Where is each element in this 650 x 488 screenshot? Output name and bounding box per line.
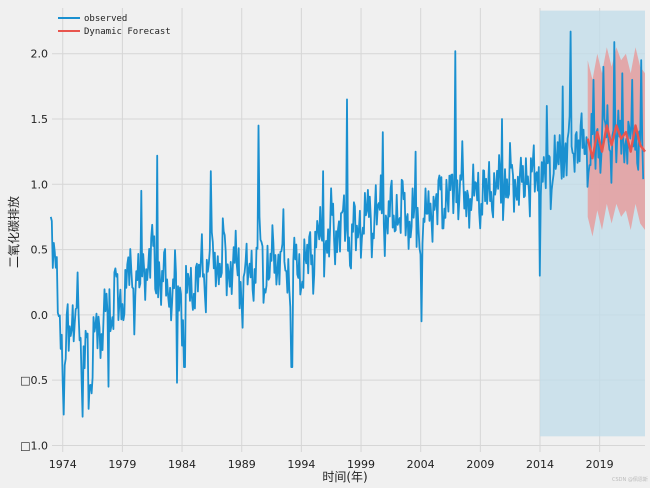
x-tick-label: 2009	[466, 458, 494, 471]
x-tick-label: 1979	[108, 458, 136, 471]
x-axis-ticks: 1974 1979 1984 1989 1994 1999 2004 2009 2014 2019	[49, 458, 614, 471]
x-tick-label: 1999	[347, 458, 375, 471]
x-tick-label: 1974	[49, 458, 77, 471]
y-axis-label: 二氧化碳排放	[6, 196, 21, 268]
y-axis-ticks: 2.0 1.5 1.0 0.5 0.0 □0.5 □1.0	[20, 48, 48, 453]
x-tick-label: 1984	[168, 458, 196, 471]
y-tick-label: 1.5	[31, 113, 49, 126]
y-tick-label: □0.5	[20, 374, 48, 387]
x-tick-label: 2019	[586, 458, 614, 471]
legend: observed Dynamic Forecast	[58, 14, 171, 37]
x-tick-label: 2014	[526, 458, 554, 471]
observed-series-line	[49, 30, 645, 418]
legend-forecast-label: Dynamic Forecast	[84, 27, 171, 37]
x-tick-label: 2004	[407, 458, 435, 471]
x-tick-label: 1989	[228, 458, 256, 471]
y-tick-label: 0.5	[31, 244, 49, 257]
y-tick-label: 0.0	[31, 309, 49, 322]
x-tick-label: 1994	[287, 458, 315, 471]
watermark: CSDN @佩恩斯	[612, 476, 648, 483]
y-tick-label: 2.0	[31, 48, 49, 61]
y-tick-label: 1.0	[31, 178, 49, 191]
forecast-series-line	[586, 124, 646, 160]
y-tick-label: □1.0	[20, 439, 48, 452]
x-axis-label: 时间(年)	[322, 470, 367, 484]
legend-observed-label: observed	[84, 14, 127, 24]
